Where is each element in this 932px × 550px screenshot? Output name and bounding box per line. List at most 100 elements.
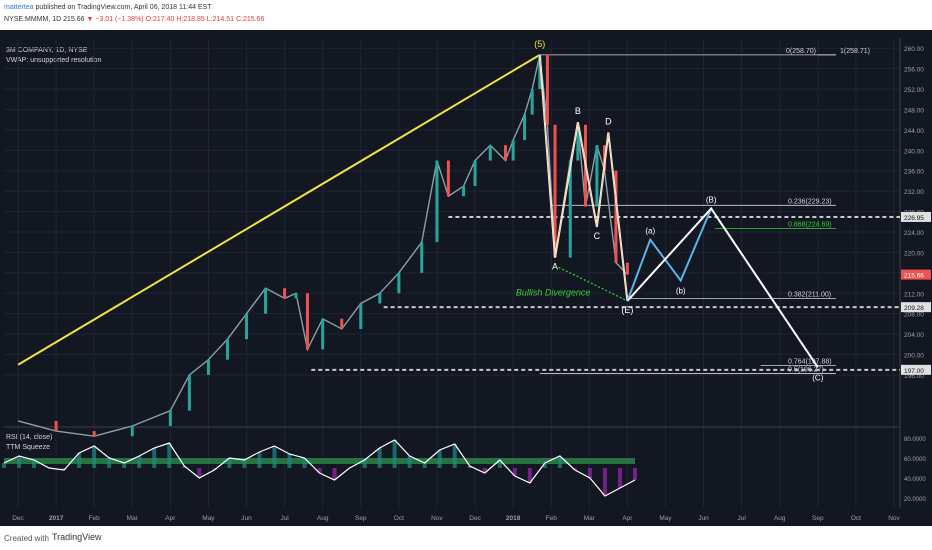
time-tick-label: May — [659, 515, 672, 522]
tradingview-logo[interactable]: TradingView — [52, 532, 102, 542]
rsi-line — [3, 439, 636, 497]
price-candle — [625, 262, 629, 275]
ttm-histogram-bar — [212, 468, 217, 470]
price-tick-label: 196.00 — [904, 373, 924, 380]
ttm-histogram-bar — [377, 448, 382, 468]
footer: Created with TradingView — [0, 526, 932, 550]
price-badge — [901, 269, 931, 280]
ttm-histogram-bar — [542, 463, 547, 468]
price-candle — [264, 288, 268, 314]
time-tick-label: Apr — [622, 515, 633, 522]
price-tick-label: 232.00 — [904, 189, 924, 196]
price-candle — [504, 145, 508, 161]
price-candle — [378, 293, 382, 304]
ttm-histogram-bar — [242, 460, 247, 468]
ttm-histogram-bar — [2, 463, 6, 468]
wave-label: (5) — [534, 39, 545, 49]
ttm-histogram-bar — [332, 468, 337, 480]
price-candle — [397, 272, 401, 294]
projection-label: (B) — [706, 196, 717, 205]
price-candle — [340, 318, 344, 329]
ttm-histogram-bar — [512, 468, 517, 476]
price-candle — [473, 160, 477, 187]
price-tick-label: 260.00 — [904, 46, 924, 53]
time-tick-label: Mar — [584, 515, 596, 522]
publish-line: mattertea published on TradingView.com, … — [4, 4, 212, 11]
fib-level-label: 1(258.71) — [840, 48, 870, 55]
time-tick-label: May — [202, 515, 215, 522]
wave-label: A — [552, 262, 558, 272]
ohlc-close: C:215.66 — [235, 16, 265, 23]
time-tick-label: Feb — [546, 515, 558, 522]
projection-label: (C) — [812, 373, 823, 382]
price-tick-label: 208.00 — [904, 312, 924, 319]
rsi-tick-label: 80.0000 — [904, 437, 926, 443]
ttm-histogram-bar — [602, 468, 607, 496]
time-tick-label: 2017 — [49, 515, 64, 522]
time-tick-label: Feb — [89, 515, 101, 522]
projection-main-line — [626, 206, 819, 368]
ttm-histogram-bar — [362, 460, 367, 468]
price-tick-label: 224.00 — [904, 230, 924, 237]
time-tick-label: Nov — [431, 515, 443, 522]
fib-level-label: 0.382(211.00) — [788, 291, 831, 298]
ttm-histogram-bar — [587, 468, 592, 478]
chart-subtitle: VWAP: unsupported resolution — [6, 57, 102, 64]
ttm-squeeze-band — [4, 458, 636, 464]
divergence-line — [554, 264, 628, 302]
price-badge — [901, 364, 931, 375]
price-candle — [283, 288, 287, 299]
symbol-line: NYSE:MMMM, 1D 215.66 ▼ −3.01 (−1.38%) O:… — [4, 16, 264, 23]
wave-label: D — [605, 116, 612, 126]
ttm-histogram-bar — [617, 468, 622, 488]
time-tick-label: Jul — [737, 515, 746, 522]
ttm-histogram-bar — [633, 468, 638, 480]
chart-area[interactable]: 3M COMPANY, 1D, NYSE VWAP: unsupported r… — [0, 30, 932, 526]
price-tick-label: 244.00 — [904, 128, 924, 135]
price-candle — [54, 420, 58, 432]
price-candle — [245, 313, 249, 340]
price-tick-label: 248.00 — [904, 107, 924, 114]
price-candle — [446, 160, 450, 197]
author-link[interactable]: mattertea — [4, 4, 34, 11]
rsi-tick-label: 40.0000 — [904, 477, 926, 483]
fib-level-label: 0.868(224.69) — [788, 221, 832, 228]
publish-info: published on TradingView.com, April 06, … — [35, 4, 212, 11]
price-candle — [568, 160, 572, 258]
price-candle — [576, 124, 580, 161]
time-tick-label: Nov — [888, 515, 900, 522]
ttm-histogram-bar — [137, 456, 142, 468]
ttm-label: TTM Squeeze — [6, 444, 50, 451]
price-candle — [420, 242, 424, 273]
ttm-histogram-bar — [32, 460, 37, 468]
price-badge-label: 197.00 — [904, 368, 924, 375]
ttm-histogram-bar — [77, 453, 82, 468]
price-candle — [538, 54, 542, 90]
publish-header: mattertea published on TradingView.com, … — [0, 0, 932, 30]
price-candle — [305, 293, 309, 350]
last-price: 215.66 — [63, 16, 85, 23]
price-chart[interactable]: 3M COMPANY, 1D, NYSE VWAP: unsupported r… — [0, 30, 932, 526]
rsi-label: RSI (14, close) — [6, 434, 52, 441]
price-candle — [511, 140, 515, 161]
time-tick-label: 2018 — [506, 515, 521, 522]
ttm-histogram-bar — [107, 458, 112, 468]
ttm-histogram-bar — [437, 450, 442, 468]
ttm-histogram-bar — [452, 444, 457, 468]
time-tick-label: Jun — [241, 515, 252, 522]
price-candle — [359, 303, 363, 329]
ttm-histogram-bar — [197, 468, 202, 478]
projection-label: (b) — [676, 287, 686, 296]
price-candle — [435, 160, 439, 243]
ohlc-open: O:217.40 — [145, 16, 175, 23]
wave-label: C — [594, 231, 601, 241]
fib-level-label: 0(258.70) — [786, 48, 816, 55]
ttm-histogram-bar — [392, 440, 397, 468]
ttm-histogram-bar — [272, 446, 277, 468]
price-candle — [595, 145, 599, 207]
price-tick-label: 240.00 — [904, 148, 924, 155]
price-tick-label: 220.00 — [904, 250, 924, 257]
price-candle — [545, 54, 549, 125]
price-candle — [206, 359, 210, 375]
ttm-histogram-bar — [287, 454, 292, 468]
